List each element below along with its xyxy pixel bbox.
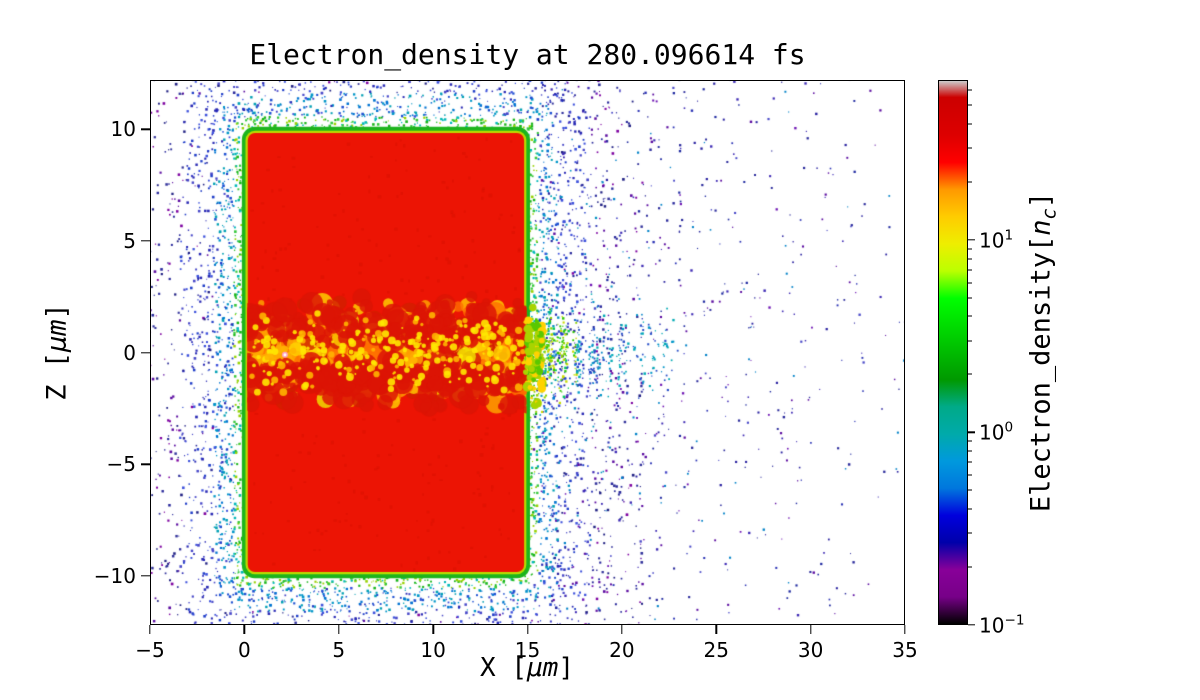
colorbar-minor-tick-mark [968, 181, 972, 183]
x-axis-label: X [μm] [480, 653, 574, 683]
x-axis-label-unit: μm [527, 653, 559, 683]
z-tick-mark [141, 128, 150, 130]
colorbar-minor-tick-mark [968, 147, 972, 149]
x-tick-label: 35 [892, 638, 918, 662]
colorbar-tick-mark [968, 239, 975, 241]
x-axis-label-post: ] [558, 653, 574, 683]
colorbar-tick-mark [968, 431, 975, 434]
x-tick-label: 5 [332, 638, 346, 662]
colorbar-minor-tick-mark [968, 461, 972, 463]
x-tick-mark [809, 625, 812, 634]
colorbar-minor-tick-mark [968, 440, 972, 442]
colorbar-tick-label: 100 [979, 420, 1014, 445]
colorbar-minor-tick-mark [968, 89, 972, 91]
z-axis-label-unit: μm [41, 319, 73, 352]
x-tick-label: 20 [609, 638, 635, 662]
z-tick-mark [141, 351, 150, 354]
colorbar-gradient [938, 80, 968, 625]
z-axis-label-pre: Z [ [41, 352, 73, 401]
colorbar-label-post: ] [1025, 191, 1057, 209]
colorbar-minor-tick-mark [968, 123, 972, 125]
colorbar-minor-tick-mark [968, 248, 972, 250]
colorbar-minor-tick-mark [968, 508, 972, 510]
z-axis-label: Z [μm] [42, 303, 73, 401]
colorbar-tick-label: 10−1 [979, 612, 1025, 638]
colorbar-minor-tick-mark [968, 474, 972, 476]
colorbar-label-sub: c [1038, 208, 1061, 220]
x-tick-mark [338, 625, 340, 634]
colorbar-minor-tick-mark [968, 340, 972, 342]
colorbar-minor-tick-mark [968, 566, 972, 568]
z-tick-label: −5 [106, 452, 136, 477]
colorbar-minor-tick-mark [968, 532, 972, 534]
z-tick-mark [141, 463, 150, 465]
colorbar-label: Electron_density[nc] [1025, 192, 1060, 512]
x-tick-mark [149, 625, 151, 634]
colorbar-minor-tick-mark [968, 297, 972, 299]
x-axis-label-pre: X [ [480, 653, 527, 683]
x-tick-mark [621, 625, 623, 634]
colorbar-label-pre: Electron_density[ [1025, 235, 1057, 513]
x-tick-mark [904, 625, 906, 634]
x-tick-label: −5 [135, 638, 165, 662]
x-tick-label: 0 [238, 638, 251, 662]
z-tick-label: 0 [123, 340, 136, 365]
z-tick-label: 10 [110, 117, 136, 142]
colorbar-label-var: n [1025, 219, 1057, 236]
z-tick-mark [141, 240, 150, 242]
x-tick-label: 30 [797, 638, 824, 662]
z-tick-label: −10 [93, 563, 136, 588]
colorbar-minor-tick-mark [968, 450, 972, 452]
colorbar-minor-tick-mark [968, 269, 972, 271]
colorbar-tick-label: 101 [979, 227, 1014, 253]
heatmap-canvas [150, 80, 905, 625]
chart-title: Electron_density at 280.096614 fs [249, 38, 806, 71]
colorbar-minor-tick-mark [968, 489, 972, 491]
colorbar-minor-tick-mark [968, 104, 972, 106]
x-tick-mark [526, 625, 529, 634]
z-tick-label: 5 [123, 228, 136, 253]
colorbar-minor-tick-mark [968, 258, 972, 259]
colorbar-tick-mark [968, 624, 975, 626]
z-axis-label-post: ] [41, 303, 73, 320]
x-tick-mark [243, 625, 246, 634]
colorbar-minor-tick-mark [968, 373, 972, 375]
x-tick-label: 25 [703, 638, 729, 662]
colorbar-minor-tick-mark [968, 282, 972, 284]
colorbar-minor-tick-mark [968, 315, 972, 317]
x-tick-label: 10 [420, 638, 446, 662]
x-tick-mark [432, 625, 434, 634]
x-tick-mark [715, 625, 717, 634]
z-tick-mark [141, 575, 150, 577]
